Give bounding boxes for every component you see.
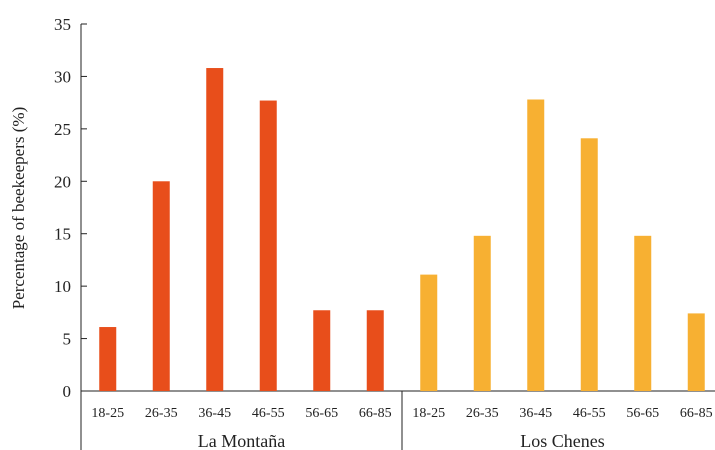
x-axis [80,390,715,450]
x-category-label: 26-35 [466,406,499,421]
x-category-labels: 18-25 26-35 36-45 46-55 56-65 66-85 18-25 26-35… [91,406,712,421]
bar-los-chenes-18-25 [420,274,438,391]
x-category-label: 66-85 [680,406,713,421]
bar-los-chenes-56-65 [634,235,652,391]
y-tick-label: 35 [54,15,71,34]
y-tick-label: 0 [63,382,72,401]
y-axis: 0 5 10 15 20 25 30 35 [54,15,87,401]
bar-la-montana-56-65 [313,310,331,391]
x-category-label: 66-85 [359,406,392,421]
y-axis-title: Percentage of beekeepers (%) [9,107,28,309]
x-category-label: 36-45 [198,406,231,421]
y-tick-label: 25 [54,120,71,139]
x-category-label: 18-25 [91,406,124,421]
bar-la-montana-26-35 [152,181,170,391]
x-category-label: 36-45 [519,406,552,421]
x-category-label: 56-65 [626,406,659,421]
x-category-label: 56-65 [305,406,338,421]
y-tick-label: 10 [54,277,71,296]
y-tick-label: 15 [54,225,71,244]
bar-los-chenes-36-45 [527,99,545,392]
x-category-label: 46-55 [573,406,606,421]
x-category-label: 46-55 [252,406,285,421]
y-tick-label: 30 [54,67,71,86]
bar-los-chenes-46-55 [580,138,598,391]
bar-la-montana-18-25 [99,327,117,391]
bar-la-montana-66-85 [366,310,384,391]
x-category-label: 18-25 [412,406,445,421]
x-category-label: 26-35 [145,406,178,421]
bars [99,68,705,392]
group-label: La Montaña [198,431,285,450]
bar-la-montana-36-45 [206,68,224,391]
group-labels: La Montaña Los Chenes [198,431,605,450]
y-tick-label: 5 [63,330,72,349]
bar-los-chenes-26-35 [473,235,491,391]
bar-los-chenes-66-85 [687,313,705,391]
bar-la-montana-46-55 [259,100,277,391]
y-tick-label: 20 [54,172,71,191]
group-label: Los Chenes [520,431,605,450]
